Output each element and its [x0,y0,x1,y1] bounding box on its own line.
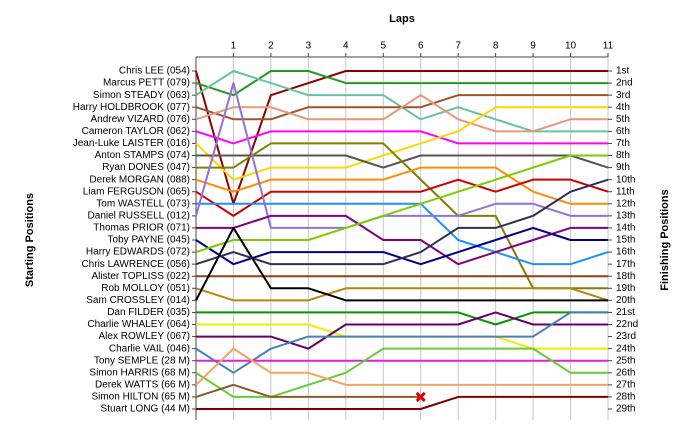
finish-label: 6th [616,126,630,137]
retired-marker [415,391,426,402]
driver-line [195,94,608,133]
start-label: Chris LEE (054) [119,66,190,77]
driver-line [195,106,608,181]
driver-line [195,383,421,398]
finish-label: 18th [616,271,635,282]
driver-line [195,347,608,386]
start-label: Marcus PETT (079) [103,78,190,89]
start-label: Anton STAMPS (074) [95,150,190,161]
start-label: Thomas PRIOR (071) [93,223,190,234]
finish-label: 20th [616,295,635,306]
driver-line [196,202,609,266]
driver-line [195,70,608,97]
x-tick-label: 10 [565,41,577,52]
start-label: Andrew VIZARD (076) [91,114,190,125]
finish-label: 4th [616,102,630,113]
start-label: Dan FILDER (035) [107,307,190,318]
start-label: Chris LAWRENCE (056) [81,259,190,270]
x-tick-label: 1 [231,41,237,52]
driver-line [195,287,609,302]
finish-label: 19th [616,283,635,294]
start-label: Simon HARRIS (68 M) [89,367,190,378]
x-tick-label: 11 [603,41,614,52]
start-label: Toby PAYNE (045) [108,235,190,246]
start-label: Harry HOLDBROOK (077) [73,102,190,113]
finish-label: 16th [616,247,635,258]
finish-label: 25th [616,355,635,366]
start-label: Stuart LONG (44 M) [101,404,190,415]
x-tick-label: 5 [380,41,386,52]
x-tick-label: 8 [493,41,499,52]
finish-label: 7th [616,138,630,149]
finish-label: 8th [616,150,630,161]
finish-label: 24th [616,343,635,354]
y2-axis-title: Finishing Positions [659,189,671,290]
x-tick-label: 4 [343,41,349,52]
start-label: Rob MOLLOY (051) [101,283,190,294]
start-label: Sam CROSSLEY (014) [86,295,190,306]
driver-line [195,347,608,398]
finish-label: 26th [616,367,635,378]
finish-label: 3rd [616,90,630,101]
y-axis-title: Starting Positions [24,193,36,287]
driver-line [195,154,608,254]
finish-label: 21st [616,307,635,318]
x-tick-label: 6 [418,41,424,52]
start-label: Cameron TAYLOR (062) [82,126,190,137]
x-tick-label: 9 [530,41,536,52]
start-label: Alex ROWLEY (067) [98,331,190,342]
driver-line [195,311,608,374]
finish-label: 5th [616,114,630,125]
chart-title: Laps [389,13,415,25]
driver-line [195,166,608,205]
driver-line [195,130,608,145]
finish-label: 2nd [616,78,633,89]
finish-label: 17th [616,259,635,270]
finish-label: 12th [616,198,635,209]
start-label: Harry EDWARDS (072) [86,247,190,258]
finish-label: 11th [616,186,635,197]
finish-label: 28th [616,392,635,403]
driver-line [196,311,608,350]
driver-line [196,395,608,410]
start-label: Derek MORGAN (088) [89,174,190,185]
start-label: Liam FERGUSON (065) [83,186,190,197]
start-label: Simon STEADY (063) [93,90,190,101]
start-label: Jean-Luke LAISTER (016) [73,138,190,149]
start-label: Alister TOPLISS (022) [91,271,190,282]
driver-line [196,311,608,326]
x-tick-label: 2 [268,41,274,52]
start-label: Ryan DONES (047) [102,162,190,173]
driver-line [195,82,608,229]
driver-line [195,178,609,217]
start-label: Charlie VAIL (046) [109,343,190,354]
x-tick-label: 3 [306,41,312,52]
finish-label: 13th [616,210,635,221]
finish-label: 10th [616,174,635,185]
finish-label: 9th [616,162,630,173]
finish-label: 27th [616,379,635,390]
start-label: Simon HILTON (65 M) [91,392,190,403]
start-label: Daniel RUSSELL (012) [88,210,190,221]
driver-line [195,178,609,266]
start-label: Derek WATTS (66 M) [95,379,190,390]
start-label: Charlie WHALEY (064) [87,319,190,330]
finish-label: 29th [616,404,635,415]
finish-label: 22nd [616,319,638,330]
plot: 1 2 3 4 5 6 7 8 9 10 11 Chris LEE (054)Marcus PETT … [73,41,638,420]
driver-line [195,70,608,205]
finish-label: 15th [616,235,635,246]
driver-line [195,226,608,302]
start-label: Tony SEMPLE (28 M) [94,355,190,366]
start-label: Tom WASTELL (073) [96,198,190,209]
driver-line [196,214,608,266]
x-tick-label: 7 [455,41,461,52]
finish-label: 23rd [616,331,636,342]
finish-label: 14th [616,223,635,234]
finish-label: 1st [616,66,630,77]
